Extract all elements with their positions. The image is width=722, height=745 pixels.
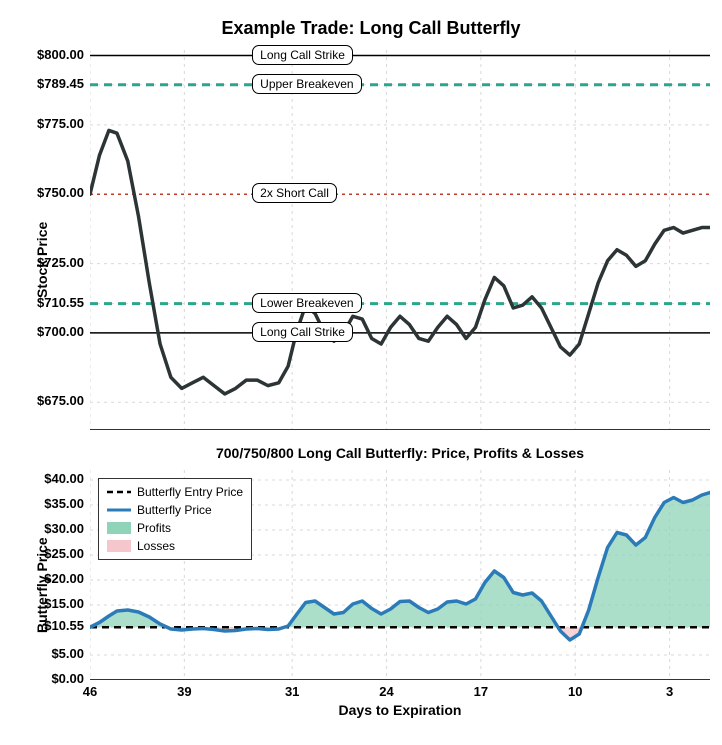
ytick: $675.00 [14,393,84,408]
hline-label: 2x Short Call [252,183,337,203]
legend-row: Profits [107,519,243,537]
pnl-subtitle: 700/750/800 Long Call Butterfly: Price, … [90,445,710,461]
xtick: 46 [72,684,108,699]
xlabel: Days to Expiration [90,702,710,718]
legend-label: Butterfly Price [137,503,212,517]
ytick: $789.45 [14,76,84,91]
main-title: Example Trade: Long Call Butterfly [10,18,722,39]
stock-price-chart [90,50,710,430]
ytick: $35.00 [14,496,84,511]
ytick: $775.00 [14,116,84,131]
hline-label: Long Call Strike [252,45,353,65]
legend-row: Losses [107,537,243,555]
legend-label: Losses [137,539,175,553]
hline-label: Long Call Strike [252,322,353,342]
legend-row: Butterfly Price [107,501,243,519]
ytick: $5.00 [14,646,84,661]
xtick: 3 [652,684,688,699]
xtick: 39 [166,684,202,699]
legend-row: Butterfly Entry Price [107,483,243,501]
stock-price-ylabel: Stock Price [34,178,50,298]
xtick: 10 [557,684,593,699]
xtick: 17 [463,684,499,699]
legend-label: Profits [137,521,171,535]
xtick: 31 [274,684,310,699]
hline-label: Lower Breakeven [252,293,361,313]
xtick: 24 [369,684,405,699]
ytick: $800.00 [14,47,84,62]
pnl-legend: Butterfly Entry Price Butterfly Price Prof… [98,478,252,560]
hline-label: Upper Breakeven [252,74,361,94]
legend-label: Butterfly Entry Price [137,485,243,499]
butterfly-figure: Example Trade: Long Call Butterfly $675.… [10,10,722,735]
ytick: $700.00 [14,324,84,339]
pnl-panel: $0.00$5.00$10.55$15.00$20.00$25.00$30.00… [90,470,710,680]
stock-price-panel: $675.00$700.00$710.55$725.00$750.00$775.… [90,50,710,430]
ytick: $40.00 [14,471,84,486]
pnl-ylabel: Butterfly Price [34,513,50,633]
